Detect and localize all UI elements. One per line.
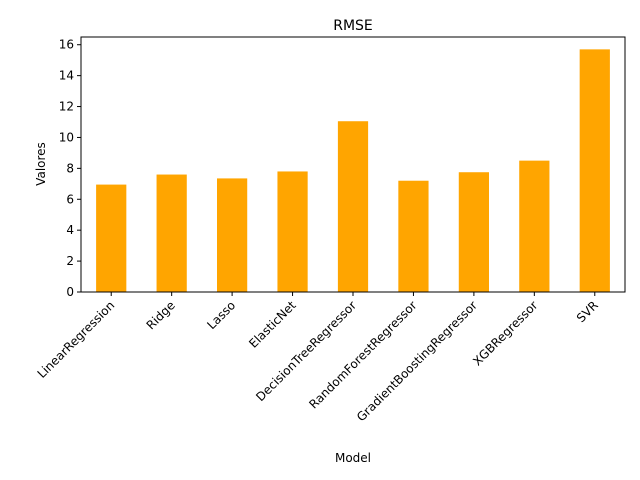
bar-Lasso: [217, 178, 248, 292]
bar-RandomForestRegressor: [398, 180, 429, 292]
x-tick-label: SVR: [574, 298, 601, 325]
x-tick-label: Lasso: [204, 298, 238, 332]
x-axis-label: Model: [335, 451, 371, 465]
y-tick-label: 14: [59, 69, 74, 83]
y-tick-label: 8: [66, 161, 74, 175]
chart-title: RMSE: [333, 18, 373, 34]
bars: [96, 49, 610, 293]
bar-SVR: [579, 49, 610, 293]
y-axis-ticks: 0 2 4 6 8 10 12 14 16: [59, 38, 81, 299]
x-tick-label: GradientBoostingRegressor: [354, 298, 480, 424]
x-axis-ticks: LinearRegression Ridge Lasso ElasticNetDeci…: [35, 292, 601, 424]
y-tick-label: 0: [66, 285, 74, 299]
bar-ElasticNet: [277, 171, 308, 292]
y-tick-label: 2: [66, 254, 74, 268]
y-axis-label: Valores: [34, 142, 48, 186]
bar-XGBRegressor: [519, 160, 550, 292]
x-tick-label: Ridge: [144, 298, 178, 332]
y-tick-label: 16: [59, 38, 74, 52]
x-tick-label: DecisionTreeRegressor: [253, 298, 359, 404]
plot-area-frame: [80, 36, 626, 293]
bar-Ridge: [156, 174, 187, 292]
bar-LinearRegression: [96, 184, 127, 292]
y-tick-label: 12: [59, 100, 74, 114]
bar-GradientBoostingRegressor: [458, 172, 489, 292]
y-tick-label: 6: [66, 192, 74, 206]
bar-DecisionTreeRegressor: [337, 121, 369, 293]
y-tick-label: 4: [66, 223, 74, 237]
x-tick-label: RandomForestRegressor: [306, 298, 419, 411]
x-tick-label: ElasticNet: [246, 298, 299, 351]
y-tick-label: 10: [59, 130, 74, 144]
x-tick-label: XGBRegressor: [470, 298, 540, 368]
x-tick-label: LinearRegression: [35, 298, 118, 381]
